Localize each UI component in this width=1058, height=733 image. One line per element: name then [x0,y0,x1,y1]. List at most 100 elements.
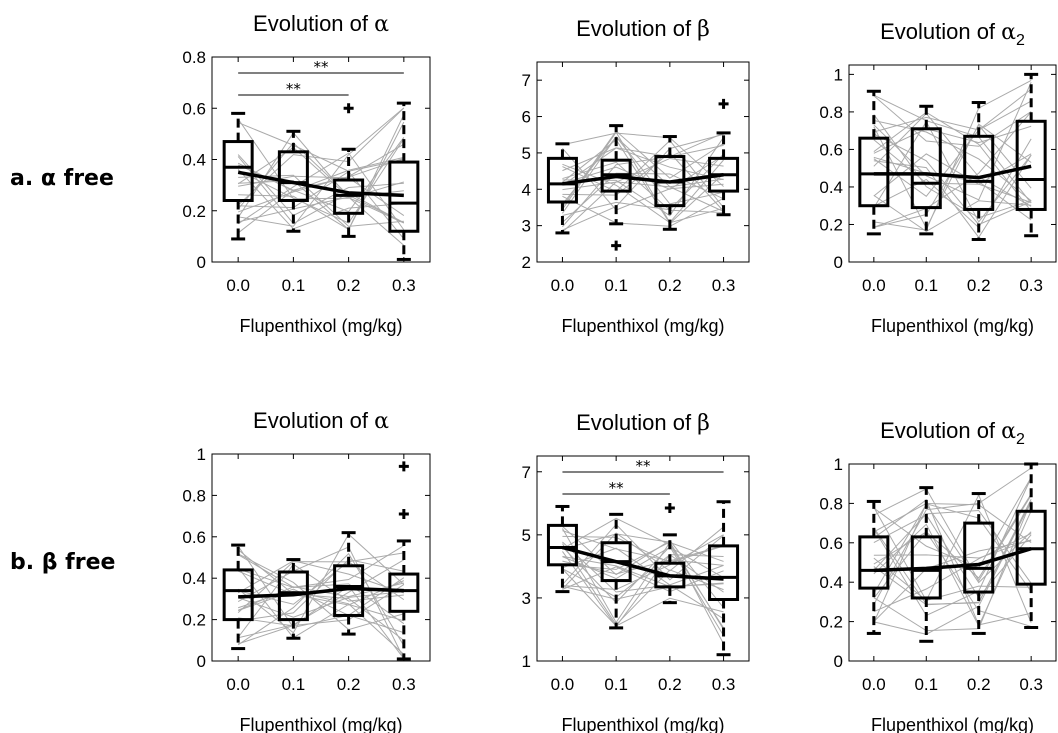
panel-title: Evolution of α [253,408,389,434]
subject-line [562,535,724,564]
mean-line [562,172,724,186]
box-0.1 [600,124,632,251]
x-tick-label: 0.0 [226,276,250,295]
subject-lines [562,517,725,645]
subject-line [238,170,405,240]
box-0.0 [858,89,890,236]
y-tick-label: 0.8 [819,494,843,513]
subject-line [562,132,724,228]
box-0.0 [222,111,254,241]
subject-line [562,526,724,590]
subject-line [873,501,1032,606]
subject-line [237,138,405,224]
subject-line [238,175,405,216]
title-text: Evolution of [253,408,374,433]
title-symbol: α [374,12,389,37]
outlier-marker [611,240,622,251]
x-tick-label: 0.2 [658,675,682,694]
y-tick-label: 0.4 [819,178,843,197]
subject-line [237,168,404,230]
panel-title: Evolution of α [253,11,389,37]
box-0.3 [1015,72,1047,238]
y-tick-label: 0.2 [819,613,843,632]
box-iqr [222,140,254,202]
subject-line [873,477,1032,569]
subject-line [873,82,1032,201]
box-iqr [858,136,890,208]
outlier-marker [664,503,675,514]
x-tick-label: 0.1 [282,675,306,694]
axes-frame [848,64,1057,263]
subject-line [873,94,1032,204]
subject-line [562,533,725,645]
subject-line [562,543,724,626]
subject-line [873,467,1032,605]
chart-panel-a-alpha: Evolution of α 0 0.2 0.4 0.6 0.8 0.0 0.1 0.2 0.3 F… [182,11,431,336]
subject-line [237,137,405,213]
subject-line [873,540,1032,622]
title-text: Evolution of [880,19,1001,44]
subject-line [237,545,405,588]
subject-line [873,138,1032,229]
x-axis-label: Flupenthixol (mg/kg) [561,715,724,733]
box-0.3 [388,461,420,661]
significance-label: ** [609,479,625,497]
subject-line [873,194,1032,233]
x-tick-label: 0.2 [967,276,991,295]
subject-line [238,107,405,227]
subject-line [873,493,1032,623]
panels: Evolution of α 0 0.2 0.4 0.6 0.8 0.0 0.1 0.2 0.3 F… [182,11,1057,733]
subject-line [873,531,1032,627]
title-text: Evolution of [253,11,374,36]
x-tick-label: 0.0 [862,276,886,295]
chart-panel-a-beta: Evolution of β 2 3 4 5 6 7 0.0 0.1 0.2 0.3 Flupenth… [522,16,750,336]
x-tick-label: 0.1 [604,276,628,295]
subject-line [237,143,405,213]
subject-line [562,135,724,205]
x-tick-label: 0.1 [914,276,938,295]
subject-line [873,510,1032,628]
subject-line [873,125,1032,154]
axes-frame [536,455,750,662]
y-tick-label: 0.4 [182,569,206,588]
subject-line [562,528,724,624]
x-tick-label: 0.3 [1019,675,1043,694]
subject-line [238,559,404,622]
x-tick-label: 0.0 [862,675,886,694]
subject-line [237,552,405,646]
x-tick-label: 0.3 [1019,276,1043,295]
subject-line [237,563,404,638]
title-symbol: α [1001,419,1016,444]
subject-line [562,130,724,208]
outlier-marker [343,103,354,114]
box-iqr [1015,119,1047,211]
x-tick-label: 0.0 [551,675,575,694]
y-tick-label: 0.8 [182,486,206,505]
row-label-b: b. β free [10,550,115,575]
subject-line [873,493,1032,599]
box-0.3 [388,101,420,261]
y-tick-label: 2 [522,253,531,272]
subject-line [562,566,724,593]
title-subscript: 2 [1016,431,1025,448]
box-iqr [546,523,578,567]
y-tick-label: 1 [197,445,206,464]
mean-line [873,164,1032,180]
x-tick-label: 0.2 [337,276,361,295]
subject-line [562,153,724,216]
box-iqr [277,150,309,202]
y-tick-label: 4 [522,180,531,199]
box-0.2 [963,492,995,635]
row-label-a: a. α free [10,166,114,191]
x-tick-label: 0.3 [392,276,416,295]
x-axis-label: Flupenthixol (mg/kg) [239,316,402,336]
y-tick-label: 1 [834,65,843,84]
box-0.1 [600,512,632,630]
y-tick-label: 0.4 [182,151,206,170]
outlier-marker [718,98,729,109]
subject-line [238,121,405,231]
subject-line [237,156,405,225]
subject-line [237,154,404,217]
y-tick-label: 0.2 [819,215,843,234]
